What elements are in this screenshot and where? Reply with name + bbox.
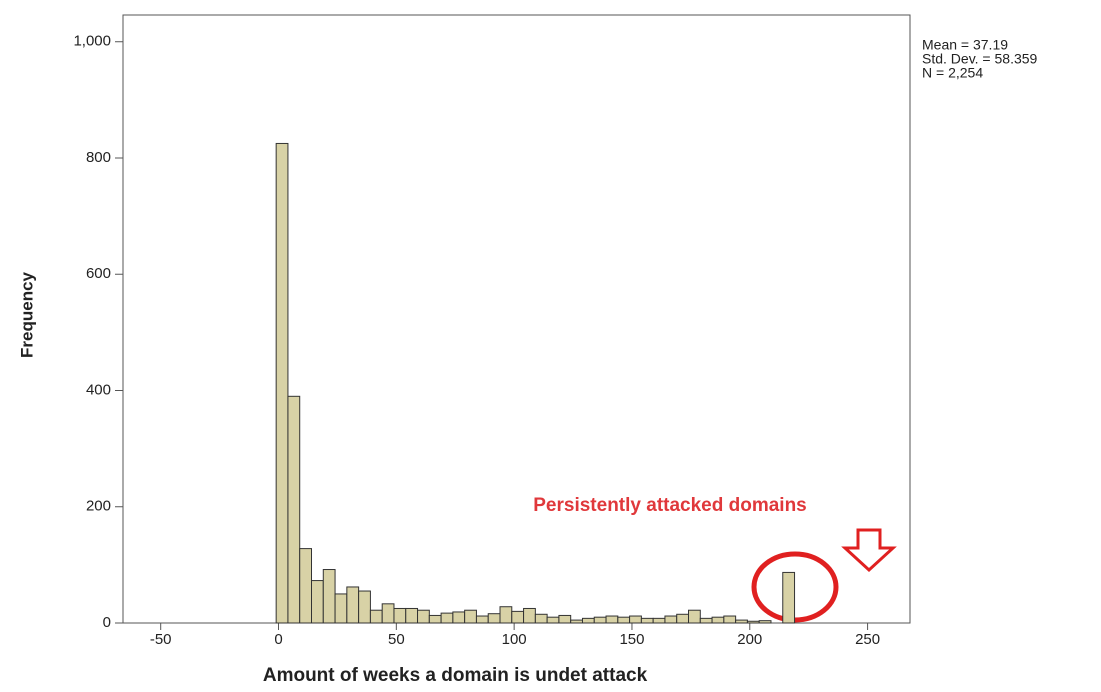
arrow (841, 528, 897, 573)
stat-text: Std. Dev. = 58.359 (922, 51, 1038, 67)
bar (570, 619, 583, 624)
x-tick-label: 150 (619, 631, 644, 648)
bar (711, 616, 725, 624)
bar (735, 619, 748, 624)
y-tick-label: 800 (86, 149, 111, 166)
bar (629, 615, 642, 624)
bar (676, 613, 690, 624)
bar (758, 620, 772, 624)
stat-text: N = 2,254 (922, 65, 983, 81)
stat-text: Mean = 37.19 (922, 37, 1008, 53)
bar (358, 590, 371, 624)
bar (593, 616, 607, 624)
bar (546, 616, 560, 624)
bar (487, 613, 501, 624)
bar (381, 603, 395, 624)
y-axis-label: Frequency (17, 271, 36, 358)
bar (782, 571, 796, 624)
x-tick-label: 0 (274, 631, 282, 648)
bar (405, 607, 419, 624)
x-axis-label: Amount of weeks a domain is undet attack (263, 665, 648, 686)
plot-frame (122, 14, 911, 624)
x-tick-label: 100 (502, 631, 527, 648)
annotation: Persistently attacked domains (533, 495, 807, 516)
bar (581, 617, 595, 624)
bar (346, 586, 360, 624)
y-tick-label: 600 (86, 265, 111, 282)
bar (417, 609, 430, 624)
bar (499, 606, 513, 624)
bar (334, 593, 348, 624)
bar (664, 615, 678, 624)
bar (523, 607, 536, 624)
bar (393, 607, 407, 624)
y-tick-label: 1,000 (73, 33, 111, 50)
bar (746, 620, 760, 624)
bar (617, 616, 631, 624)
y-tick-label: 0 (103, 614, 111, 631)
bar (464, 609, 477, 624)
x-tick-label: -50 (150, 631, 172, 648)
bar (452, 611, 466, 624)
bar (652, 617, 666, 624)
bar (287, 395, 301, 624)
bar (322, 569, 336, 624)
bar (428, 614, 442, 624)
bar (558, 614, 572, 624)
bar (640, 617, 654, 624)
bar (475, 615, 489, 624)
x-tick-label: 200 (737, 631, 762, 648)
bar (299, 548, 313, 624)
y-tick-label: 400 (86, 381, 111, 398)
bar (688, 609, 701, 624)
bar (311, 580, 324, 624)
bar (511, 610, 525, 624)
y-tick-label: 200 (86, 498, 111, 515)
bar (369, 609, 383, 624)
bar (699, 617, 713, 624)
bar (723, 615, 737, 624)
bar (440, 612, 454, 624)
bar (534, 613, 548, 624)
bar (275, 142, 289, 624)
bar (605, 615, 619, 624)
x-tick-label: 250 (855, 631, 880, 648)
x-tick-label: 50 (388, 631, 405, 648)
